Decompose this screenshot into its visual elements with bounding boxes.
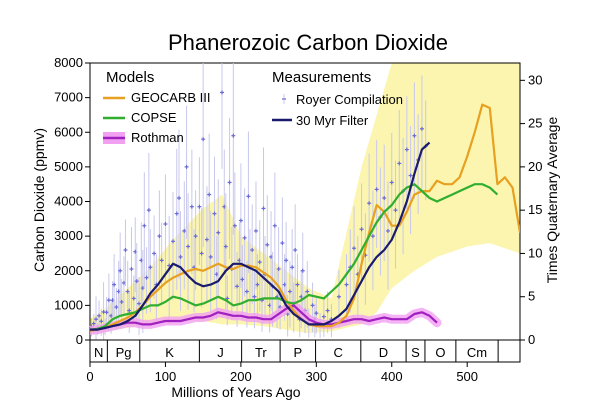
chart-title: Phanerozoic Carbon Dioxide (168, 30, 448, 55)
x-axis-label: Millions of Years Ago (171, 384, 300, 400)
y2-tick-label: 25 (528, 116, 542, 131)
legend-label-geocarb: GEOCARB III (131, 90, 210, 105)
axes-layer: 0100020003000400050006000700080000510152… (54, 55, 542, 384)
y-axis-label: Carbon Dioxide (ppmv) (31, 128, 47, 272)
period-label-k: K (165, 345, 174, 360)
legend-label-filter: 30 Myr Filter (296, 113, 369, 128)
legend-label-copse: COPSE (131, 110, 177, 125)
period-label-cm: Cm (467, 345, 487, 360)
uncertainty-band-layer (90, 63, 520, 334)
period-strip-box (89, 339, 521, 363)
x-tick-label: 400 (381, 369, 403, 384)
copse-line (90, 183, 499, 331)
x-tick-label: 300 (305, 369, 327, 384)
y2-tick-label: 5 (528, 289, 535, 304)
period-label-c: C (333, 345, 342, 360)
legend-label-royer: Royer Compilation (296, 92, 403, 107)
y-tick-label: 3000 (54, 228, 83, 243)
period-label-o: O (435, 345, 445, 360)
x-tick-label: 200 (230, 369, 252, 384)
model-lines-layer (90, 103, 520, 335)
y2-tick-label: 10 (528, 245, 542, 260)
period-label-j: J (217, 345, 224, 360)
y-tick-label: 8000 (54, 55, 83, 70)
rothman-line (90, 304, 438, 332)
y2-tick-label: 30 (528, 72, 542, 87)
period-label-tr: Tr (255, 345, 267, 360)
y-tick-label: 5000 (54, 159, 83, 174)
period-label-s: S (411, 345, 420, 360)
y2-tick-label: 0 (528, 332, 535, 347)
y2-tick-label: 20 (528, 159, 542, 174)
y-tick-label: 7000 (54, 90, 83, 105)
x-tick-label: 0 (86, 369, 93, 384)
y-tick-label: 4000 (54, 194, 83, 209)
x-tick-label: 500 (456, 369, 478, 384)
legend-label-rothman: Rothman (131, 130, 184, 145)
uncertainty-band (90, 63, 520, 334)
x-tick-label: 100 (155, 369, 177, 384)
period-label-n: N (94, 345, 103, 360)
period-label-pg: Pg (116, 345, 132, 360)
y-tick-label: 0 (76, 332, 83, 347)
y-tick-label: 2000 (54, 263, 83, 278)
y2-tick-label: 15 (528, 202, 542, 217)
filter-line (90, 141, 431, 331)
period-label-d: D (379, 345, 388, 360)
period-strip: N Pg K J Tr P C D S O Cm (89, 339, 521, 363)
y2-axis-label: Times Quaternary Average (544, 117, 560, 284)
legend: Models Measurements GEOCARB III COPSE Rothma… (103, 69, 403, 145)
legend-models-heading: Models (106, 69, 154, 86)
y-tick-label: 1000 (54, 297, 83, 312)
y-tick-label: 6000 (54, 124, 83, 139)
legend-measurements-heading: Measurements (272, 69, 371, 86)
period-label-p: P (293, 345, 302, 360)
